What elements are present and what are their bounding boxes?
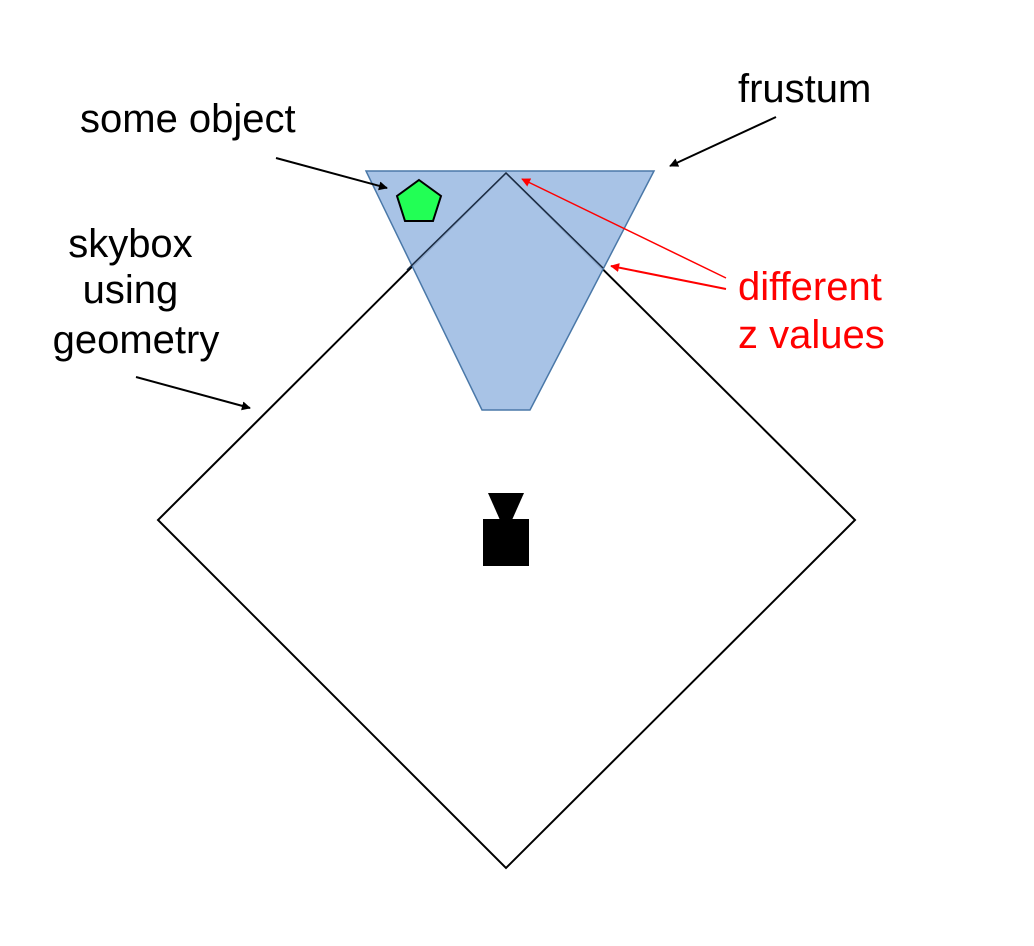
frustum-shape: [364, 170, 656, 411]
skybox-diamond: [156, 171, 857, 870]
z-value-arrow-lower: [610, 263, 727, 290]
z-values-label-line-2: z values: [738, 313, 885, 357]
object-pointer-arrow: [275, 157, 388, 191]
z-values-label: different z values: [738, 265, 893, 357]
z-value-arrow-upper: [521, 178, 727, 279]
skybox-label-line-2: using: [83, 268, 179, 312]
skybox-pointer-arrow: [135, 376, 251, 411]
z-values-label-line-1: different: [738, 265, 882, 309]
skybox-label-line-3: geometry: [53, 318, 220, 362]
pentagon-icon: [395, 178, 443, 222]
skybox-label: skybox using geometry: [53, 222, 220, 362]
camera-icon: [483, 493, 529, 566]
some-object-label: some object: [80, 97, 296, 141]
frustum-pointer-arrow: [669, 116, 777, 167]
skybox-edge-inside-frustum: [406, 171, 604, 271]
skybox-label-line-1: skybox: [68, 222, 193, 266]
frustum-label: frustum: [738, 67, 871, 111]
